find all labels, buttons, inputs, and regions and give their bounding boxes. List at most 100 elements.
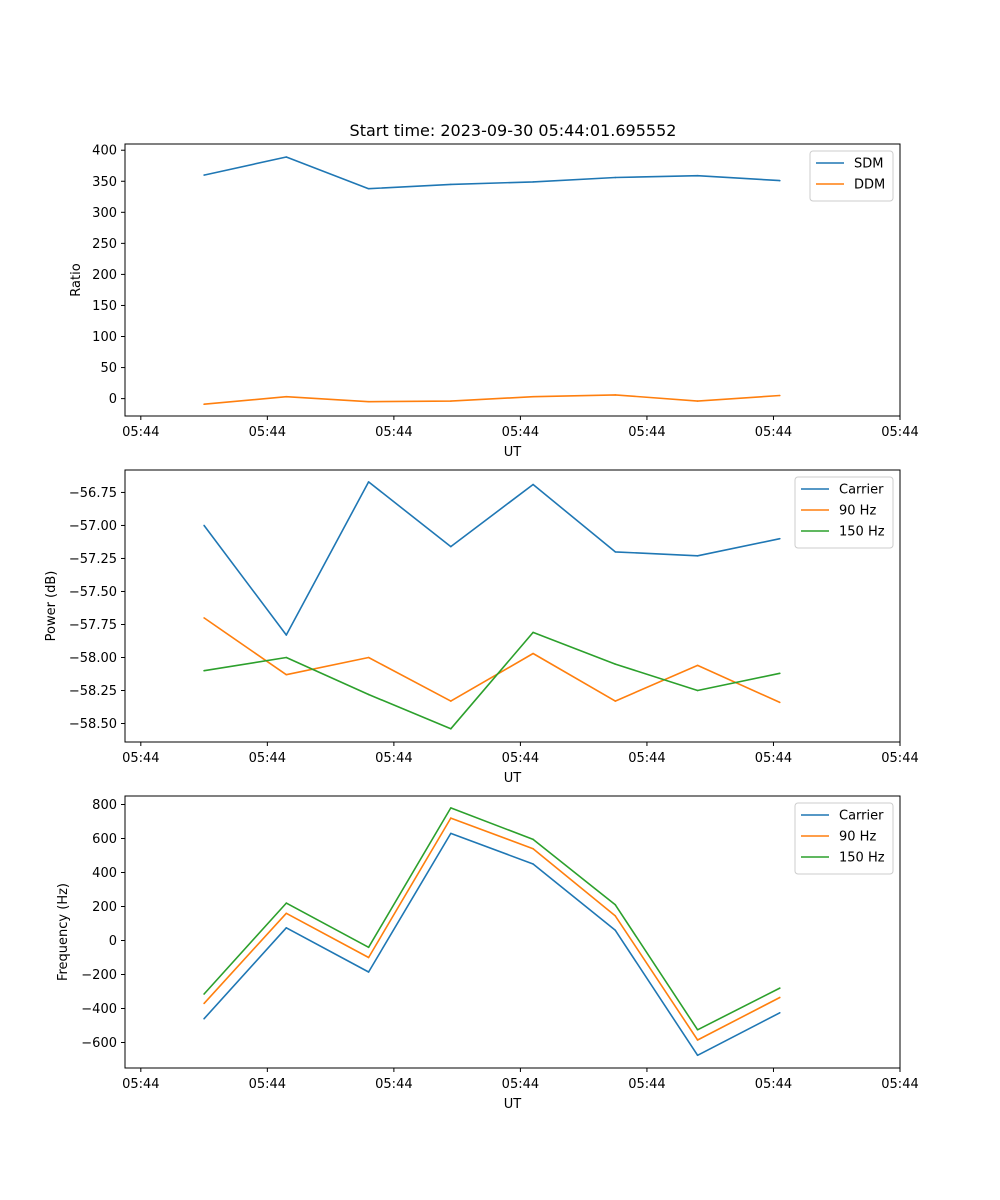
frequency-y-tick-label: −400: [81, 1002, 117, 1017]
ratio-x-tick-label: 05:44: [502, 425, 539, 440]
ratio-legend: SDM DDM: [809, 150, 894, 202]
frequency-y-tick-label: 200: [92, 900, 117, 915]
frequency-series-150-hz-point: [203, 993, 205, 995]
ratio-series-sdm-point: [696, 174, 699, 177]
power-series-90-hz-point: [614, 700, 617, 702]
frequency-series-90-hz-point: [285, 912, 288, 915]
ratio-x-tick-label: 05:44: [122, 425, 159, 440]
power-x-tick-label: 05:44: [375, 751, 412, 766]
power-series-carrier-point: [778, 537, 781, 540]
power-legend-label-carrier: Carrier: [839, 483, 884, 498]
frequency-series-carrier-line: [203, 832, 781, 1057]
power-series-90-hz-point: [778, 701, 781, 704]
frequency-series-150-hz-point: [696, 1028, 699, 1031]
frequency-series-90-hz-point: [367, 956, 370, 959]
frequency-series-carrier-point: [614, 929, 617, 932]
power-legend-label-90-hz: 90 Hz: [839, 504, 876, 519]
power-series-150-hz-point: [203, 669, 205, 672]
frequency-x-tick-label: 05:44: [881, 1077, 918, 1092]
subplot-ratio: 05:4405:4405:4405:4405:4405:4405:4405:45…: [69, 143, 919, 460]
power-series-90-hz-point: [696, 664, 699, 667]
frequency-series-carrier-point: [367, 971, 370, 973]
power-legend: Carrier 90 Hz 150 Hz: [794, 476, 894, 549]
figure-title: Start time: 2023-09-30 05:44:01.695552: [350, 121, 677, 140]
power-series-90-hz-point: [532, 652, 534, 655]
power-x-tick-label: 05:44: [628, 751, 665, 766]
frequency-series-150-hz-line: [203, 807, 781, 1031]
ratio-series-sdm-point: [614, 176, 617, 179]
power-series-150-hz-point: [532, 631, 534, 634]
ratio-series-ddm-point: [203, 403, 205, 406]
power-series-150-hz-point: [696, 689, 699, 692]
ratio-y-tick-label: 250: [92, 237, 117, 252]
power-x-tick-label: 05:44: [502, 751, 539, 766]
frequency-series-150-hz-point: [367, 946, 370, 949]
power-x-tick-label: 05:44: [755, 751, 792, 766]
power-x-tick-label: 05:44: [249, 751, 286, 766]
power-y-tick-label: −58.50: [69, 717, 117, 732]
ratio-series-sdm-point: [203, 174, 205, 176]
frequency-y-tick-label: 800: [92, 798, 117, 813]
ratio-y-tick-label: 200: [92, 268, 117, 283]
frequency-x-tick-label: 05:44: [249, 1077, 286, 1092]
power-series-90-hz-line: [203, 617, 781, 704]
ratio-series-ddm-point: [450, 400, 452, 402]
frequency-series-carrier-point: [696, 1054, 699, 1057]
frequency-series-90-hz-point: [614, 915, 617, 917]
power-series-90-hz-point: [203, 617, 205, 619]
power-y-tick-label: −58.25: [69, 684, 117, 699]
frequency-x-tick-label: 05:44: [628, 1077, 665, 1092]
power-x-tick-label: 05:44: [881, 751, 918, 766]
power-y-tick-label: −57.50: [69, 585, 117, 600]
power-series-carrier-point: [285, 634, 288, 636]
frequency-series-90-hz-point: [203, 1002, 205, 1005]
ratio-x-tick-label: 05:44: [881, 425, 918, 440]
power-axes-frame: [124, 469, 901, 743]
ratio-y-tick-label: 400: [92, 144, 117, 159]
frequency-y-tick-label: 600: [92, 832, 117, 847]
power-series-150-hz-point: [778, 672, 781, 675]
frequency-y-tick-label: 400: [92, 866, 117, 881]
power-series-150-hz-point: [367, 693, 370, 696]
power-legend-label-150-hz: 150 Hz: [839, 525, 885, 540]
power-series-150-hz-point: [450, 727, 452, 730]
frequency-series-carrier-point: [285, 926, 288, 929]
ratio-series-ddm-point: [367, 400, 370, 403]
ratio-legend-label-ddm: DDM: [854, 178, 885, 193]
subplot-power: 05:4405:4405:4405:4405:4405:4405:4405:45…: [44, 469, 919, 786]
frequency-axes-frame: [124, 795, 901, 1069]
ratio-series-ddm-line: [204, 394, 780, 405]
ratio-series-sdm-line: [203, 156, 780, 190]
frequency-y-tick-label: −200: [81, 968, 117, 983]
power-series-carrier-point: [203, 524, 205, 527]
ratio-x-tick-label: 05:44: [375, 425, 412, 440]
frequency-series-150-hz-point: [778, 987, 781, 989]
ratio-y-tick-label: 300: [92, 206, 117, 221]
frequency-series-90-hz-point: [696, 1039, 699, 1041]
ratio-x-tick-label: 05:44: [755, 425, 792, 440]
frequency-series-150-hz-point: [285, 902, 288, 904]
frequency-series-90-hz-line: [203, 817, 781, 1041]
ratio-x-tick-label: 05:44: [249, 425, 286, 440]
power-series-90-hz-point: [450, 700, 452, 702]
ratio-y-tick-label: 50: [100, 361, 117, 376]
power-series-carrier-point: [532, 483, 534, 486]
frequency-series-150-hz-point: [450, 807, 452, 809]
power-series-90-hz-point: [285, 673, 288, 676]
frequency-x-tick-label: 05:44: [375, 1077, 412, 1092]
ratio-legend-label-sdm: SDM: [854, 157, 883, 172]
ratio-y-tick-label: 150: [92, 299, 117, 314]
power-series-carrier-point: [367, 481, 370, 483]
ratio-y-tick-label: 0: [109, 392, 117, 407]
ratio-y-tick-label: 100: [92, 330, 117, 345]
power-series-carrier-point: [450, 545, 452, 548]
power-series-150-hz-line: [203, 631, 780, 730]
power-y-tick-label: −57.25: [69, 552, 117, 567]
frequency-series-carrier-point: [450, 832, 452, 835]
ratio-series-sdm-point: [285, 156, 288, 158]
ratio-x-axis-label: UT: [504, 445, 522, 460]
ratio-series-sdm-point: [450, 183, 452, 186]
power-x-axis-label: UT: [504, 771, 522, 786]
frequency-x-axis-label: UT: [504, 1097, 522, 1112]
